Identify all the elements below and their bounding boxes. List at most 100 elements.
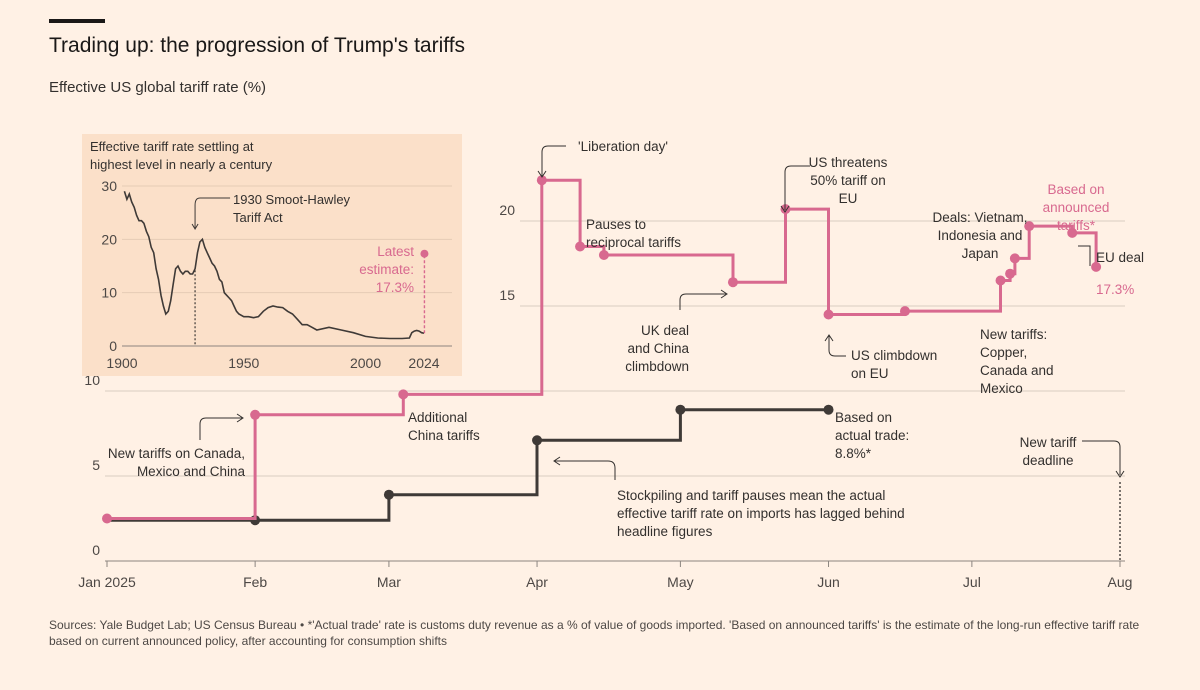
new-tariffs-label-line-4: Mexico xyxy=(980,381,1023,396)
inset-series-line xyxy=(123,191,425,340)
brand-bar xyxy=(49,19,105,23)
tariff-deadline-label-line-2: deadline xyxy=(1022,453,1073,468)
announced-end-value-label-line-1: 17.3% xyxy=(1096,282,1134,297)
eu-deal-bracket xyxy=(1078,245,1091,266)
announced-tariffs-marker xyxy=(1091,261,1102,272)
deals-label-line-3: Japan xyxy=(962,246,999,261)
annotation-leader xyxy=(555,460,616,480)
inset-x-tick-label: 1900 xyxy=(106,355,137,371)
annotation-arrowhead xyxy=(824,334,834,342)
deals-label-line-2: Indonesia and xyxy=(938,228,1023,243)
china-tariffs-label-line-2: China tariffs xyxy=(408,428,480,443)
smoot-hawley-arrowhead xyxy=(191,223,199,230)
announced-tariffs-marker xyxy=(102,513,112,524)
announced-tariffs-marker xyxy=(250,409,261,420)
inset-y-tick-label: 30 xyxy=(101,178,117,194)
new-tariffs-label-line-1: New tariffs: xyxy=(980,327,1047,342)
x-tick-label: Apr xyxy=(526,574,548,590)
uk-deal-label-line-1: UK deal xyxy=(641,323,689,338)
x-tick-label: Jan 2025 xyxy=(78,574,136,590)
inset-y-tick-label: 10 xyxy=(101,285,117,301)
announced-tariffs-marker xyxy=(575,241,586,252)
smoot-hawley-arrow xyxy=(194,197,231,228)
inset-y-tick-label: 20 xyxy=(101,231,117,247)
canada-mexico-china-label-line-2: Mexico and China xyxy=(137,464,246,479)
deals-label-line-1: Deals: Vietnam, xyxy=(932,210,1027,225)
inset-panel xyxy=(82,134,462,376)
x-tick-label: Feb xyxy=(243,574,267,590)
eu-climbdown-label-line-1: US climbdown xyxy=(851,348,937,363)
announced-tariffs-marker xyxy=(995,275,1006,286)
x-tick-label: Aug xyxy=(1108,574,1133,590)
pauses-label-line-1: Pauses to xyxy=(586,217,646,232)
announced-tariffs-marker xyxy=(1009,253,1020,264)
annotation-arrowhead xyxy=(720,289,728,299)
tariff-chart: 0 5 10 15 20 Jan 2025 Feb Mar Apr May Jun Jul Aug Eff… xyxy=(78,134,1144,590)
latest-estimate-label-line-1: Latest xyxy=(377,244,414,259)
actual-trade-marker xyxy=(532,435,543,446)
stockpiling-note-line-3: headline figures xyxy=(617,524,713,539)
stockpiling-note-line-1: Stockpiling and tariff pauses mean the a… xyxy=(617,488,885,503)
announced-tariffs-marker xyxy=(780,204,791,215)
annotation-leader xyxy=(1082,440,1121,475)
eu-threat-label-line-3: EU xyxy=(839,191,858,206)
y-tick-label: 5 xyxy=(92,457,100,473)
annotation-leader xyxy=(679,293,726,310)
x-tick-label: May xyxy=(667,574,693,590)
china-tariffs-label-line-1: Additional xyxy=(408,410,467,425)
annotation-arrowhead xyxy=(780,205,790,213)
annotation-leader xyxy=(784,165,810,210)
latest-estimate-label-line-2: estimate: xyxy=(359,262,414,277)
pauses-label-line-2: reciprocal tariffs xyxy=(586,235,681,250)
announced-tariffs-marker xyxy=(598,250,609,260)
inset-title-line-2: highest level in nearly a century xyxy=(90,157,273,172)
uk-deal-label-line-3: climbdown xyxy=(625,359,689,374)
eu-climbdown-label-line-2: on EU xyxy=(851,366,889,381)
x-tick-label: Mar xyxy=(377,574,401,590)
announced-series-label-line-1: Based on xyxy=(1047,182,1104,197)
y-tick-label: 20 xyxy=(499,202,515,218)
inset-title-line-1: Effective tariff rate settling at xyxy=(90,139,254,154)
footnote: Sources: Yale Budget Lab; US Census Bure… xyxy=(49,618,1140,648)
announced-tariffs-marker xyxy=(1067,227,1078,238)
announced-series-label-line-2: announced xyxy=(1043,200,1110,215)
chart-title: Trading up: the progression of Trump's t… xyxy=(49,34,466,57)
y-tick-label: 15 xyxy=(499,287,515,303)
actual-series-label-line-3: 8.8%* xyxy=(835,446,872,461)
actual-trade-marker xyxy=(675,404,686,415)
eu-threat-label-line-2: 50% tariff on xyxy=(810,173,886,188)
announced-tariffs-marker xyxy=(1024,221,1035,232)
announced-tariffs-marker xyxy=(727,277,738,288)
chart-subtitle: Effective US global tariff rate (%) xyxy=(49,79,267,96)
annotation-leader xyxy=(828,336,846,357)
uk-deal-label-line-2: and China xyxy=(627,341,689,356)
latest-estimate-dot xyxy=(420,249,429,258)
annotation-leader xyxy=(541,145,566,176)
announced-tariffs-line xyxy=(107,178,1098,520)
announced-tariffs-marker xyxy=(536,175,547,186)
annotation-arrowhead xyxy=(1115,470,1125,478)
annotation-arrowhead xyxy=(236,413,244,423)
inset-y-tick-label: 0 xyxy=(109,338,117,354)
inset-x-tick-label: 2000 xyxy=(350,355,381,371)
smoot-hawley-label-line-1: 1930 Smoot-Hawley xyxy=(233,192,351,207)
announced-tariffs-marker xyxy=(1005,268,1016,279)
eu-threat-label-line-1: US threatens xyxy=(809,155,888,170)
annotation-arrowhead xyxy=(537,170,547,178)
y-tick-label: 0 xyxy=(92,542,100,558)
announced-tariffs-marker xyxy=(823,309,834,320)
x-tick-label: Jun xyxy=(817,574,840,590)
actual-trade-line xyxy=(107,408,829,522)
actual-series-label-line-2: actual trade: xyxy=(835,428,909,443)
announced-tariffs-marker xyxy=(398,389,409,400)
latest-estimate-label-line-3: 17.3% xyxy=(376,280,414,295)
inset-x-tick-label: 1950 xyxy=(228,355,259,371)
actual-trade-marker xyxy=(823,404,834,415)
x-tick-label: Jul xyxy=(963,574,981,590)
tariff-deadline-label-line-1: New tariff xyxy=(1020,435,1077,450)
actual-trade-marker xyxy=(383,489,394,500)
announced-tariffs-marker xyxy=(899,306,910,317)
stockpiling-note-line-2: effective tariff rate on imports has lag… xyxy=(617,506,905,521)
inset-x-tick-label: 2024 xyxy=(408,355,439,371)
annotation-arrowhead xyxy=(553,456,561,466)
